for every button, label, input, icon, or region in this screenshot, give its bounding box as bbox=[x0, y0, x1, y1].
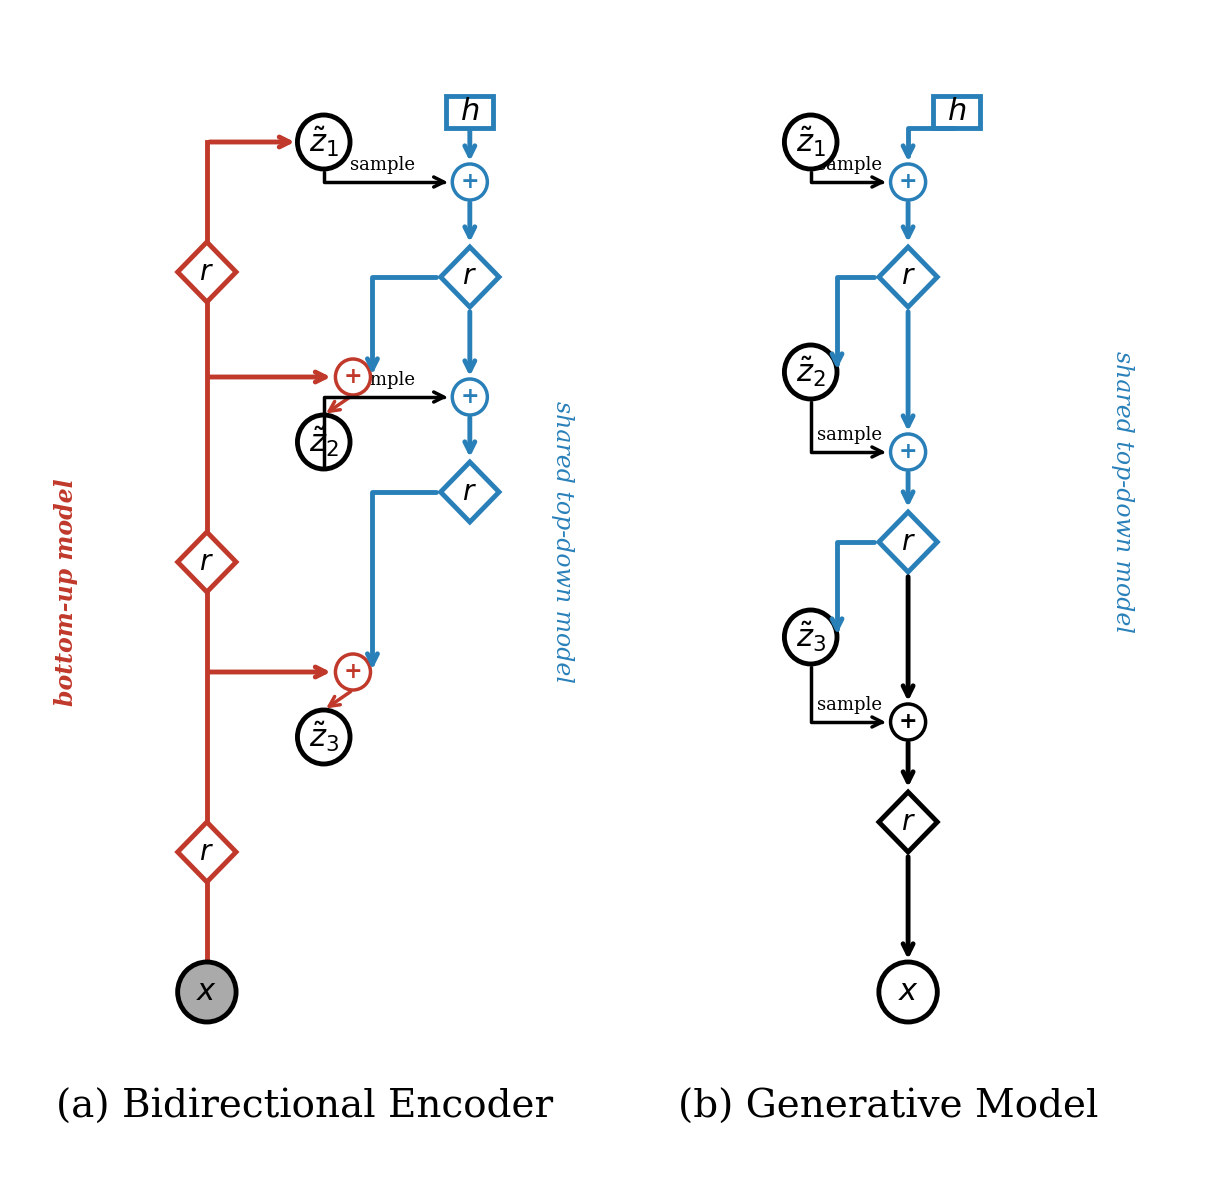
Polygon shape bbox=[440, 462, 499, 522]
Text: $\tilde{z}_1$: $\tilde{z}_1$ bbox=[309, 125, 339, 159]
Circle shape bbox=[878, 962, 938, 1022]
Text: $x$: $x$ bbox=[898, 976, 918, 1007]
Polygon shape bbox=[178, 822, 236, 882]
Text: $r$: $r$ bbox=[200, 548, 214, 576]
Circle shape bbox=[453, 164, 488, 200]
Text: +: + bbox=[899, 441, 917, 462]
Circle shape bbox=[178, 962, 236, 1022]
Circle shape bbox=[784, 114, 837, 169]
Text: $r$: $r$ bbox=[200, 259, 214, 286]
Text: $r$: $r$ bbox=[462, 478, 477, 505]
Text: $\tilde{z}_1$: $\tilde{z}_1$ bbox=[796, 125, 825, 159]
Polygon shape bbox=[878, 513, 938, 572]
Text: $\tilde{z}_2$: $\tilde{z}_2$ bbox=[309, 424, 339, 459]
Text: shared top-down model: shared top-down model bbox=[551, 401, 574, 683]
Text: $\tilde{z}_2$: $\tilde{z}_2$ bbox=[796, 355, 825, 389]
Circle shape bbox=[891, 164, 926, 200]
Text: $x$: $x$ bbox=[196, 976, 218, 1007]
Circle shape bbox=[784, 610, 837, 664]
Text: sample: sample bbox=[817, 156, 882, 174]
Text: +: + bbox=[461, 386, 479, 408]
Circle shape bbox=[453, 379, 488, 415]
Text: +: + bbox=[344, 662, 362, 683]
Text: +: + bbox=[461, 170, 479, 193]
Polygon shape bbox=[878, 791, 938, 852]
Text: $r$: $r$ bbox=[900, 808, 916, 836]
Text: $h$: $h$ bbox=[947, 97, 967, 128]
Bar bbox=[446, 97, 494, 128]
Text: +: + bbox=[899, 710, 917, 733]
Circle shape bbox=[335, 359, 370, 395]
Text: sample: sample bbox=[350, 156, 415, 174]
Text: shared top-down model: shared top-down model bbox=[1111, 352, 1134, 633]
Bar bbox=[933, 97, 980, 128]
Text: $r$: $r$ bbox=[900, 528, 916, 555]
Text: sample: sample bbox=[817, 696, 882, 714]
Circle shape bbox=[891, 704, 926, 740]
Text: $\tilde{z}_3$: $\tilde{z}_3$ bbox=[795, 620, 826, 654]
Text: +: + bbox=[344, 366, 362, 389]
Text: (a) Bidirectional Encoder: (a) Bidirectional Encoder bbox=[56, 1088, 553, 1125]
Text: sample: sample bbox=[350, 371, 415, 389]
Text: bottom-up model: bottom-up model bbox=[53, 478, 77, 706]
Polygon shape bbox=[878, 247, 938, 308]
Text: (b) Generative Model: (b) Generative Model bbox=[679, 1088, 1099, 1125]
Polygon shape bbox=[178, 532, 236, 592]
Polygon shape bbox=[178, 242, 236, 302]
Text: sample: sample bbox=[817, 426, 882, 443]
Circle shape bbox=[298, 710, 350, 764]
Text: $r$: $r$ bbox=[462, 263, 477, 291]
Text: $h$: $h$ bbox=[460, 97, 479, 128]
Polygon shape bbox=[440, 247, 499, 308]
Text: $r$: $r$ bbox=[200, 838, 214, 865]
Circle shape bbox=[298, 114, 350, 169]
Text: $\tilde{z}_3$: $\tilde{z}_3$ bbox=[309, 720, 339, 755]
Text: $r$: $r$ bbox=[900, 263, 916, 291]
Circle shape bbox=[298, 415, 350, 468]
Circle shape bbox=[891, 434, 926, 470]
Text: +: + bbox=[899, 170, 917, 193]
Circle shape bbox=[784, 344, 837, 399]
Circle shape bbox=[335, 654, 370, 690]
